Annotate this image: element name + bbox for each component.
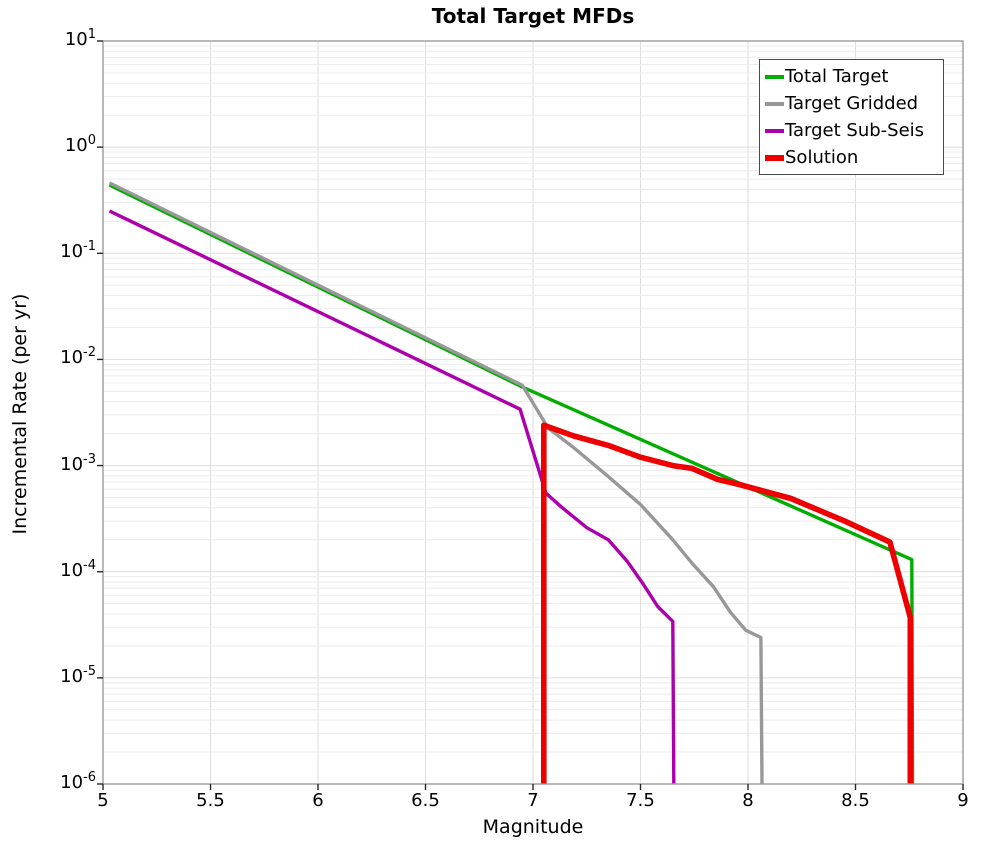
y-axis-label: Incremental Rate (per yr) [9, 293, 31, 535]
series-solution [540, 422, 914, 784]
legend: Total Target Target Gridded Target Sub-S… [759, 59, 944, 175]
target-sub-seis-line-swatch [765, 128, 784, 133]
y-tick-label: 10-6 [60, 770, 96, 793]
x-tick-label: 6.5 [411, 790, 440, 811]
x-tick-label: 9 [957, 790, 969, 811]
series-target-sub-seis [108, 209, 676, 784]
x-axis-label: Magnitude [482, 816, 584, 838]
x-tick-label: 5.5 [196, 790, 225, 811]
x-tick-label: 7.5 [626, 790, 655, 811]
total-target-line-swatch [765, 74, 784, 79]
legend-label: Solution [785, 147, 859, 168]
chart-title: Total Target MFDs [431, 4, 635, 28]
x-tick-label: 5 [97, 790, 109, 811]
legend-item-solution: Solution [765, 144, 939, 171]
y-tick-label: 101 [64, 27, 96, 50]
legend-item-target-gridded: Target Gridded [765, 90, 939, 117]
y-tick-label: 10-4 [60, 557, 96, 581]
x-tick-label: 7 [527, 790, 539, 811]
x-tick-label: 8.5 [841, 790, 870, 811]
y-tick-label: 100 [64, 133, 96, 157]
x-tick-label: 6 [312, 790, 324, 811]
y-tick-label: 10-2 [60, 345, 96, 369]
y-tick-label: 10-3 [60, 451, 96, 475]
x-tick-label: 8 [742, 790, 754, 811]
y-tick-label: 10-5 [60, 663, 96, 687]
legend-label: Total Target [785, 66, 889, 87]
solution-line-swatch [765, 154, 784, 161]
legend-label: Target Gridded [785, 93, 919, 114]
legend-item-target-sub-seis: Target Sub-Seis [765, 117, 939, 144]
target-gridded-line-swatch [765, 101, 784, 106]
y-tick-label: 10-1 [60, 239, 96, 263]
legend-item-total-target: Total Target [765, 63, 939, 90]
legend-label: Target Sub-Seis [785, 120, 925, 141]
